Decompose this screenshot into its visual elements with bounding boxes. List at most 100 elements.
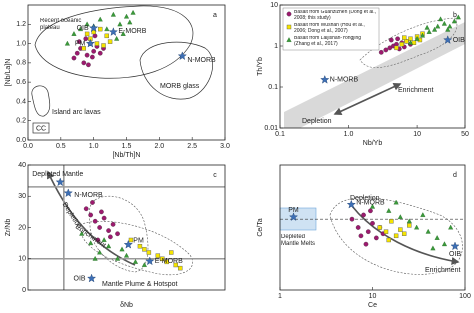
data-point [386,237,391,243]
y-tick-label: 0 [22,287,26,294]
panel-label: d [453,172,457,179]
data-point [393,233,399,239]
data-point [84,52,90,58]
data-point [81,46,87,51]
y-tick-label: 0.6 [16,79,26,86]
data-point [414,224,420,230]
data-point [81,60,87,66]
field-outline [32,122,50,134]
y-tick-label: 1 [274,43,278,50]
data-point [101,43,106,48]
y-tick-label: 1.2 [16,21,26,28]
data-point [76,39,82,44]
field-outline [31,85,51,117]
array-band [284,22,465,128]
data-point [383,229,389,234]
data-point [132,259,139,264]
y-axis-label: [Nb/La]N [5,59,12,87]
data-point [141,262,147,267]
x-tick-label: 3.0 [220,143,230,150]
x-tick-label: 0.0 [23,143,33,150]
data-point [91,48,97,54]
data-point [363,241,369,247]
reference-star [87,273,97,283]
data-point [349,216,355,222]
plot-frame [27,164,226,291]
data-point [441,20,447,26]
reference-label: OIB [453,37,465,44]
panel-label: b [453,12,457,19]
y-tick-label: 0.0 [16,137,26,144]
y-tick-label: 40 [18,162,26,169]
data-point [378,50,384,55]
reference-label: N-MORB [330,77,359,84]
data-point [114,35,120,41]
data-point [88,240,94,246]
legend-label-box: Basalt from Wushan (Hou et al., 2006; Do… [294,23,365,34]
data-point [101,237,107,242]
legend-label-box: Basalt from Guanzizhen (Dong et al., 200… [294,10,376,21]
annotation: Recent oceanic plateau [40,18,82,31]
reference-label: N-MORB [356,199,385,206]
reference-star [63,188,73,197]
legend-marker [286,24,292,30]
reference-star [89,23,99,33]
data-point [173,262,178,268]
annotation: Depletion [302,118,332,125]
data-point [155,253,161,258]
data-point [127,19,133,25]
data-point [114,255,121,261]
reference-label: E-MORB [155,258,183,265]
legend-label: Basalt from Wushan (Hou et al., 2006; Do… [294,23,365,34]
data-point [74,50,80,56]
data-point [407,39,413,45]
x-tick-label: 2.5 [187,143,197,150]
data-point [94,41,100,46]
data-point [146,250,152,255]
x-tick-label: 10 [413,131,421,138]
data-point [435,23,441,29]
data-point [79,230,85,236]
x-axis-label: Nb/Yb [363,140,383,147]
data-point [395,36,400,42]
data-point [117,21,123,27]
panel-label: c [213,172,217,179]
data-point [123,13,130,19]
x-tick-label: 1.0 [344,131,354,138]
reference-star [85,38,95,48]
data-point [97,50,103,56]
data-point [383,47,389,53]
data-point [130,9,136,15]
plot-frame [279,4,466,129]
reference-star [288,212,299,221]
data-point [92,255,98,261]
reference-star [346,199,356,209]
y-tick-label: 10 [270,2,278,9]
data-point [386,208,392,213]
annotation: Enrichment [398,87,433,94]
data-point [419,32,426,38]
y-tick-label: 30 [18,193,26,200]
data-point [106,243,112,249]
data-point [438,16,444,22]
data-point [115,231,120,237]
x-tick-label: 10 [369,293,377,300]
trend-arrow [351,205,460,265]
y-axis-label: Ce/Ta [257,218,264,236]
data-point [394,45,399,51]
data-point [120,31,126,36]
reference-label: PM [133,238,144,245]
annotation-box: Recent oceanic plateau [40,18,82,31]
data-point [365,229,371,235]
annotation: Island arc lavas [52,109,101,116]
data-point [425,228,431,234]
reference-star [123,239,133,249]
legend-label: Basalt from Guanzizhen (Dong et al., 200… [294,10,376,21]
annotation: Depletion [350,195,380,202]
data-point [420,212,426,217]
data-point [399,42,405,47]
data-point [108,234,113,240]
x-tick-label: 0.5 [56,143,66,150]
data-point [84,31,90,37]
cluster-outline [359,17,458,68]
